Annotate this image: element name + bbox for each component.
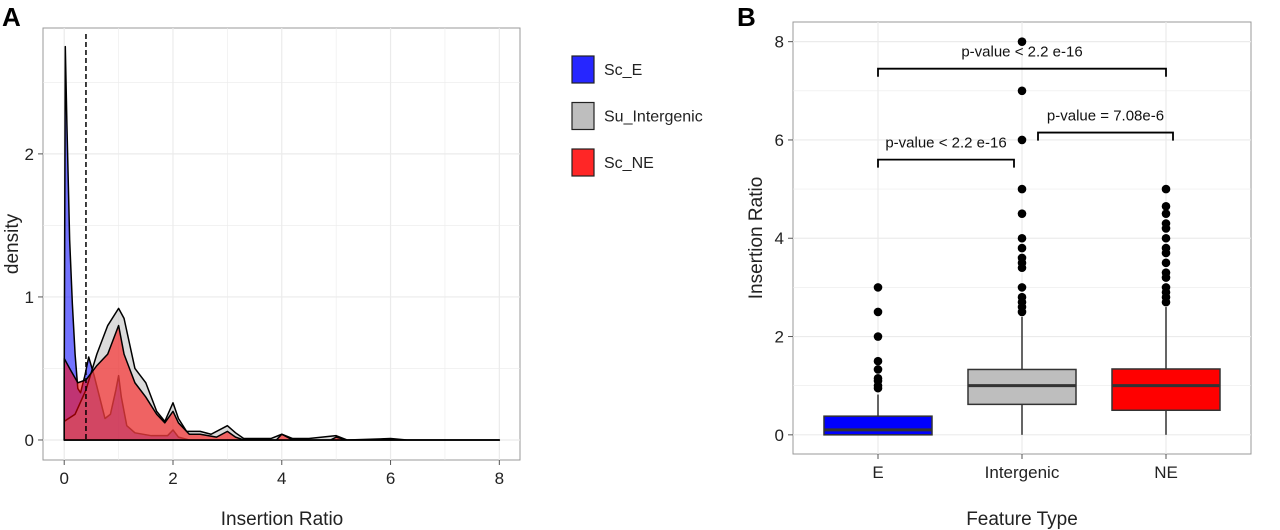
outlier-point	[873, 365, 883, 374]
y-axis-label-a: density	[2, 213, 23, 274]
outlier-point	[1161, 219, 1171, 228]
legend-label: Sc_NE	[604, 155, 654, 172]
outlier-point	[873, 374, 883, 383]
x-tick-label: 4	[277, 469, 286, 488]
x-tick-label: 6	[386, 469, 395, 488]
y-tick-label: 2	[775, 328, 784, 347]
outlier-point	[1017, 209, 1027, 218]
outlier-point	[1017, 292, 1027, 302]
box-ne	[1111, 368, 1221, 412]
outlier-point	[1161, 202, 1171, 211]
significance-bracket	[877, 67, 1167, 77]
x-tick-label: E	[872, 463, 883, 482]
y-tick-label: 4	[775, 229, 784, 248]
outlier-point	[1017, 233, 1027, 243]
outlier-point	[1161, 243, 1171, 253]
outlier-point	[1161, 233, 1171, 243]
outlier-point	[1161, 283, 1171, 292]
panel-label-a: A	[2, 2, 21, 32]
density-plot: 0 2 4 6 8 0 1 2	[25, 27, 521, 488]
x-axis-label-a: Insertion Ratio	[221, 509, 344, 530]
y-tick-label: 6	[775, 131, 784, 150]
outlier-point	[1161, 184, 1171, 194]
legend-label: Su_Intergenic	[604, 109, 703, 126]
y-tick-label: 1	[25, 288, 34, 307]
x-tick-label: NE	[1154, 463, 1178, 482]
legend-swatch-sc_e	[571, 55, 595, 84]
p-value-label: p-value < 2.2 e-16	[885, 135, 1006, 152]
significance-bracket	[1037, 131, 1174, 141]
legend-swatch-sc_ne	[571, 148, 595, 177]
outlier-point	[1017, 283, 1027, 292]
box-plot: E Intergenic NE 0 2 4 6 8 p-value < 2.2 e-16 p-va…	[775, 21, 1252, 482]
y-tick-label: 0	[25, 431, 34, 450]
significance-bracket	[877, 158, 1015, 168]
panel-label-b: B	[737, 2, 756, 32]
legend-label: Sc_E	[604, 62, 642, 79]
density-area-su_intergenic	[63, 307, 501, 441]
legend: Sc_E Su_Intergenic Sc_NE	[571, 55, 703, 177]
box-e	[823, 415, 933, 436]
outlier-point	[1017, 184, 1027, 194]
outlier-point	[1017, 243, 1027, 253]
x-axis-label-b: Feature Type	[966, 509, 1078, 530]
outlier-point	[1161, 268, 1171, 277]
outlier-point	[1017, 86, 1027, 96]
x-tick-label: 2	[168, 469, 177, 488]
y-tick-label: 0	[775, 426, 784, 445]
outlier-point	[1017, 253, 1027, 263]
outlier-point	[1161, 258, 1171, 268]
outlier-point	[873, 356, 883, 366]
p-value-label: p-value < 2.2 e-16	[961, 44, 1082, 61]
outlier-point	[1161, 209, 1171, 218]
outlier-point	[1017, 135, 1027, 145]
outlier-point	[873, 332, 883, 341]
p-value-label: p-value = 7.08e-6	[1047, 108, 1164, 125]
y-tick-label: 8	[775, 33, 784, 52]
outlier-point	[873, 283, 883, 292]
y-tick-label: 2	[25, 145, 34, 164]
x-tick-label: 8	[495, 469, 504, 488]
x-tick-label: Intergenic	[985, 463, 1060, 482]
x-tick-label: 0	[59, 469, 68, 488]
density-area-sc_ne	[63, 324, 501, 441]
outlier-point	[873, 307, 883, 317]
y-axis-label-b: Insertion Ratio	[746, 177, 767, 300]
legend-swatch-su_intergenic	[571, 101, 595, 131]
outlier-point	[1017, 37, 1027, 46]
